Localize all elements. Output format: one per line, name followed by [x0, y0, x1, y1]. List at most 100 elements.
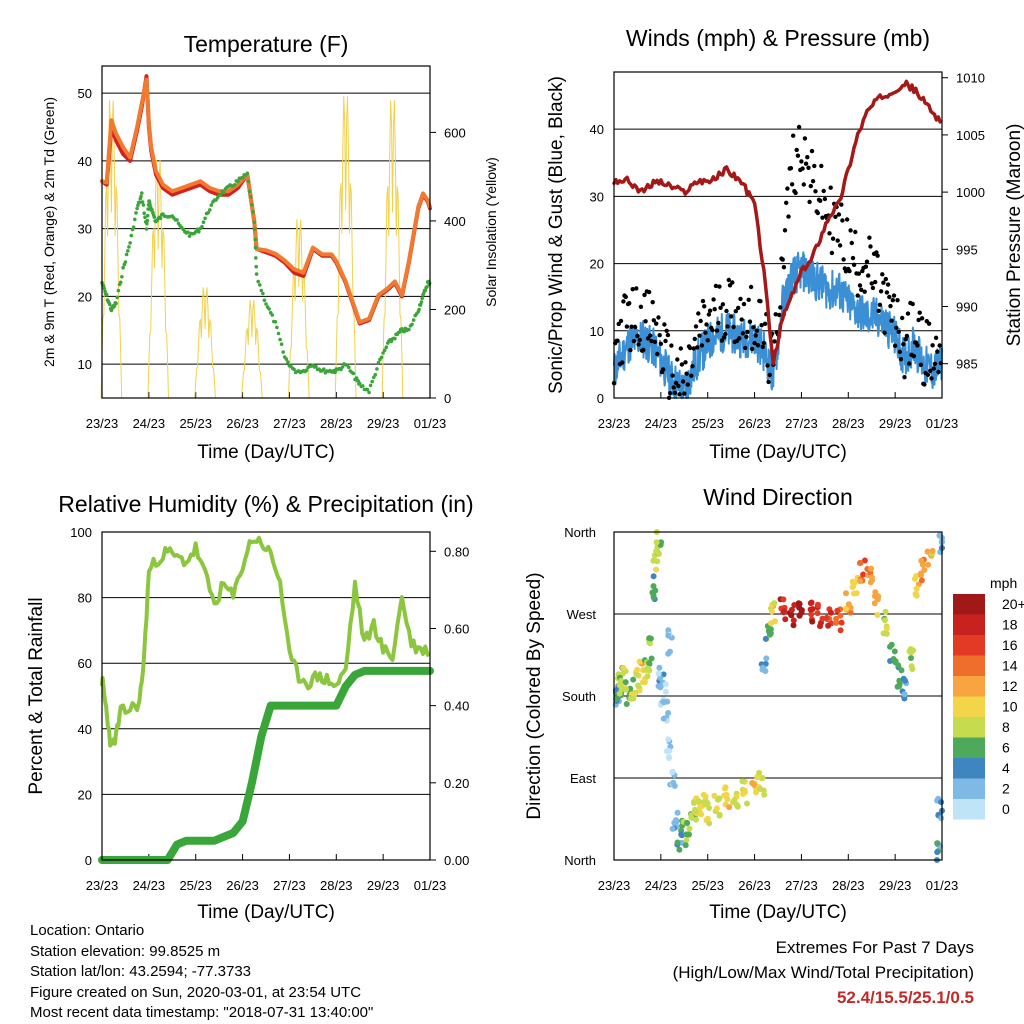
dewpoint-point	[236, 179, 240, 183]
colorbar-swatch	[953, 737, 985, 758]
gust-point	[754, 328, 760, 333]
colorbar-label: 18	[1002, 617, 1018, 633]
gust-point	[841, 257, 846, 262]
gust-point	[806, 165, 811, 170]
direction-point	[731, 797, 738, 804]
gust-point	[752, 340, 757, 346]
gust-point	[878, 289, 884, 294]
gust-point	[758, 299, 763, 304]
direction-point	[673, 817, 679, 824]
gust-point	[937, 343, 942, 348]
extremes-box: Extremes For Past 7 Days (High/Low/Max W…	[673, 935, 974, 1010]
direction-point	[636, 658, 643, 665]
y2-tick-label: 0	[444, 391, 451, 406]
colorbar-label: 8	[1002, 719, 1010, 735]
gust-point	[929, 376, 934, 381]
gust-point	[905, 311, 911, 316]
gust-point	[637, 337, 642, 343]
x-tick-label: 27/23	[273, 416, 306, 431]
gust-point	[793, 190, 798, 196]
dewpoint-point	[276, 331, 281, 336]
gust-point	[710, 327, 715, 333]
y-tick-label: 40	[590, 122, 604, 137]
dewpoint-point	[254, 264, 258, 269]
dewpoint-point	[417, 307, 421, 312]
colorbar-label: 10	[1002, 699, 1018, 715]
direction-point	[857, 560, 864, 566]
direction-tick-label: North	[564, 525, 596, 540]
x-tick-label: 27/23	[273, 878, 306, 893]
dewpoint-point	[146, 207, 150, 211]
direction-point	[808, 599, 815, 606]
direction-point	[868, 565, 875, 572]
colorbar-swatch	[953, 635, 985, 656]
gust-point	[809, 148, 815, 154]
gust-point	[751, 325, 756, 330]
gust-point	[867, 235, 872, 240]
gust-point	[740, 331, 746, 336]
direction-point	[896, 680, 903, 687]
gust-point	[683, 360, 688, 365]
gust-point	[761, 340, 767, 346]
colorbar-swatch	[953, 696, 985, 717]
plot-border	[613, 71, 943, 399]
direction-tick-label: North	[564, 853, 596, 868]
x-axis-label: Time (Day/UTC)	[709, 902, 847, 923]
humidity-precip-chart: Relative Humidity (%) & Precipitation (i…	[26, 491, 474, 923]
direction-point	[722, 785, 728, 792]
gust-point	[702, 304, 707, 309]
gust-point	[778, 305, 783, 310]
y-tick-label: 20	[590, 257, 604, 272]
gust-point	[656, 315, 661, 320]
direction-tick-label: West	[567, 607, 597, 622]
station-info: Location: Ontario Station elevation: 99.…	[30, 921, 373, 1024]
gust-point	[889, 318, 894, 323]
direction-point	[757, 786, 764, 792]
dewpoint-point	[136, 203, 140, 208]
dewpoint-point	[292, 367, 296, 372]
direction-point	[934, 840, 941, 847]
gust-point	[690, 364, 695, 369]
gust-point	[794, 147, 799, 153]
direction-point	[693, 808, 699, 815]
dewpoint-point	[140, 200, 145, 204]
direction-point	[646, 660, 653, 666]
dewpoint-point	[121, 265, 125, 270]
gust-point	[635, 333, 640, 339]
direction-point	[867, 579, 874, 586]
dewpoint-point	[127, 245, 131, 249]
gust-point	[818, 198, 823, 203]
dewpoint-point	[370, 379, 375, 384]
x-tick-label: 26/23	[226, 878, 259, 893]
y-tick-label: 100	[70, 525, 92, 540]
dewpoint-point	[142, 211, 146, 215]
direction-point	[861, 557, 868, 564]
x-tick-label: 27/23	[785, 878, 818, 893]
gust-point	[802, 136, 808, 141]
gust-point	[822, 196, 828, 202]
gust-point	[765, 363, 770, 368]
direction-point	[908, 655, 914, 661]
dewpoint-point	[208, 208, 212, 212]
gust-point	[862, 289, 867, 294]
x-tick-label: 01/23	[926, 416, 959, 431]
gust-point	[714, 328, 720, 333]
x-tick-label: 23/23	[598, 878, 631, 893]
gust-point	[901, 342, 906, 347]
x-tick-label: 24/23	[133, 878, 166, 893]
dewpoint-point	[118, 280, 123, 285]
direction-point	[918, 557, 925, 564]
gust-point	[711, 297, 716, 302]
dewpoint-point	[264, 302, 268, 306]
gust-point	[898, 357, 904, 362]
dewpoint-point	[270, 313, 275, 317]
gust-point	[781, 265, 787, 270]
gust-point	[720, 302, 726, 307]
gust-point	[935, 349, 940, 354]
gust-point	[829, 250, 835, 256]
direction-point	[627, 695, 634, 702]
gust-point	[835, 238, 840, 243]
gust-point	[888, 303, 893, 309]
dewpoint-point	[254, 256, 258, 260]
direction-point	[874, 612, 881, 618]
